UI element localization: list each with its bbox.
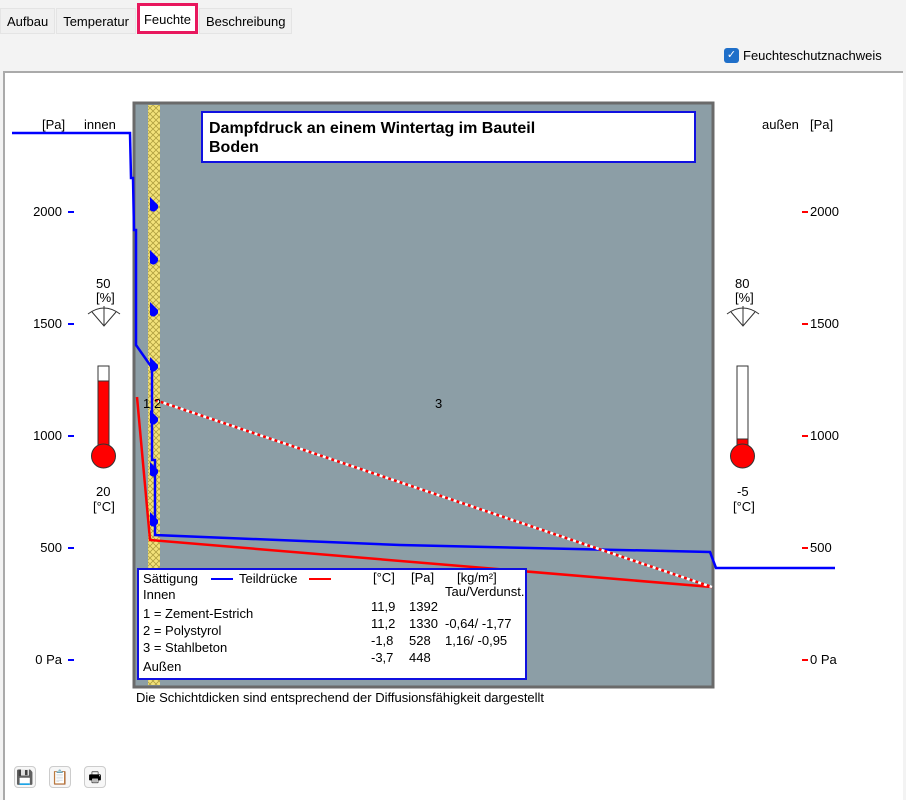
right-tick-label: 0 Pa — [810, 652, 837, 667]
condensation-drop-icon — [150, 357, 158, 372]
legend-row-pa: 1330 — [409, 616, 438, 631]
condensation-drop-icon — [150, 250, 158, 265]
legend-row-temp: 11,9 — [371, 599, 396, 614]
left-tick-label: 500 — [40, 540, 62, 555]
left-tick-label: 1000 — [33, 428, 62, 443]
dew-line — [154, 398, 713, 589]
layer-label-3: 3 — [435, 396, 443, 411]
left-tick-label: 2000 — [33, 204, 62, 219]
clipboard-icon[interactable]: 📋 — [49, 766, 71, 788]
thermometer-outer-icon — [730, 365, 755, 469]
tab-bar: Aufbau Temperatur Feuchte Beschreibung — [0, 3, 293, 34]
legend-header-pa: [Pa] — [411, 570, 435, 585]
legend-inner: Innen — [143, 587, 176, 602]
right-unit: [Pa] — [810, 117, 834, 132]
right-side-label: außen — [762, 117, 799, 132]
legend-header-tau: Tau/Verdunst. — [445, 584, 525, 599]
legend-row-temp: 11,2 — [371, 616, 396, 631]
condensation-drop-icon — [150, 197, 158, 212]
right-tick-label: 1000 — [810, 428, 839, 443]
title-line-1: Dampfdruck an einem Wintertag im Bauteil — [209, 120, 536, 137]
inner-temperature-unit: [°C] — [93, 499, 115, 514]
tab-temperatur[interactable]: Temperatur — [56, 8, 136, 34]
outer-temperature-unit: [°C] — [733, 499, 755, 514]
legend-layer-2: 2 = Polystyrol — [143, 623, 222, 638]
humidity-outer-icon — [726, 306, 760, 327]
legend-row-tau: 1,16/ -0,95 — [445, 633, 508, 648]
inner-temperature: 20 — [96, 484, 111, 499]
save-icon[interactable]: 💾 — [14, 766, 36, 788]
legend-header-kg: [kg/m²] — [457, 570, 497, 585]
condensation-drop-icon — [150, 410, 158, 425]
layer-label-1: 1 — [143, 396, 151, 411]
tab-feuchte[interactable]: Feuchte — [136, 3, 198, 34]
tab-beschreibung[interactable]: Beschreibung — [198, 8, 293, 34]
legend-outer: Außen — [143, 659, 182, 674]
left-tick-label: 0 Pa — [35, 652, 62, 667]
left-unit: [Pa] — [42, 117, 66, 132]
inner-humidity-unit: [%] — [96, 290, 115, 305]
thermometer-inner-icon — [91, 365, 116, 469]
outer-temperature: -5 — [737, 484, 749, 499]
right-tick-label: 500 — [810, 540, 832, 555]
legend-row-tau: -0,64/ -1,77 — [445, 616, 512, 631]
legend-layer-3: 3 = Stahlbeton — [143, 640, 228, 655]
condensation-drop-icon — [150, 462, 158, 477]
legend-row-temp: -3,7 — [371, 650, 394, 665]
inner-humidity: 50 — [96, 276, 111, 291]
condensation-drop-icon — [150, 302, 158, 317]
outer-humidity-unit: [%] — [735, 290, 754, 305]
layer-label-2: 2 — [154, 396, 162, 411]
checkmark-icon[interactable]: ✓ — [724, 48, 739, 63]
legend-box: Sättigung Teildrücke [°C] [Pa] [kg/m²] T… — [137, 568, 527, 680]
right-tick-label: 1500 — [810, 316, 839, 331]
left-tick-label: 1500 — [33, 316, 62, 331]
right-tick-label: 2000 — [810, 204, 839, 219]
legend-row-pa: 528 — [409, 633, 431, 648]
condensation-drop-icon — [150, 512, 158, 527]
humidity-inner-icon — [87, 306, 121, 327]
legend-partial: Teildrücke — [239, 571, 298, 586]
tab-aufbau[interactable]: Aufbau — [0, 8, 56, 34]
legend-row-temp: -1,8 — [371, 633, 394, 648]
legend-saturation: Sättigung — [143, 571, 198, 586]
checkbox-label: Feuchteschutznachweis — [743, 48, 882, 63]
footnote: Die Schichtdicken sind entsprechend der … — [136, 690, 545, 705]
feuchteschutz-checkbox[interactable]: ✓ Feuchteschutznachweis — [724, 48, 882, 63]
legend-partial-swatch — [309, 578, 331, 580]
chart-title: Dampfdruck an einem Wintertag im Bauteil… — [201, 111, 696, 163]
legend-header-temp: [°C] — [373, 570, 395, 585]
legend-saturation-swatch — [211, 578, 233, 580]
legend-layer-1: 1 = Zement-Estrich — [143, 606, 254, 621]
print-icon[interactable]: 🖶 — [84, 766, 106, 788]
legend-row-pa: 448 — [409, 650, 431, 665]
title-line-2: Boden — [209, 139, 259, 156]
toolbar: 💾 📋 🖶 — [14, 766, 106, 788]
legend-row-pa: 1392 — [409, 599, 438, 614]
outer-humidity: 80 — [735, 276, 750, 291]
left-side-label: innen — [84, 117, 116, 132]
